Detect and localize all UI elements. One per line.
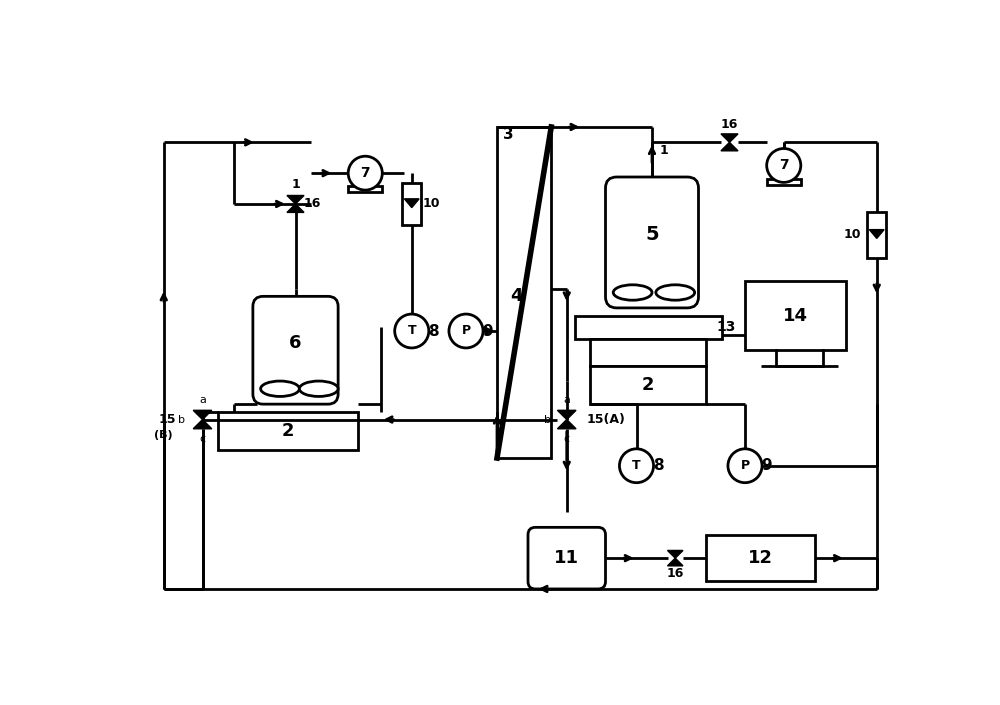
Circle shape [767,149,801,183]
Text: 13: 13 [716,320,735,334]
Polygon shape [193,419,212,429]
Text: a: a [563,396,570,405]
Text: 2: 2 [282,422,294,440]
Polygon shape [557,419,576,429]
Text: 6: 6 [289,333,302,352]
Text: a: a [199,396,206,405]
Text: b: b [178,415,185,424]
Bar [574,316,722,338]
Circle shape [728,449,762,483]
Text: 2: 2 [642,376,654,394]
Polygon shape [404,199,419,207]
Text: 3: 3 [503,127,514,142]
Bar [348,186,382,192]
Text: 7: 7 [360,166,370,180]
Text: 15(A): 15(A) [586,413,625,426]
Bar [767,178,801,185]
Text: b: b [544,415,551,424]
Polygon shape [668,558,683,566]
Bar [218,412,358,450]
Bar [706,535,815,581]
Ellipse shape [299,381,338,396]
Text: 7: 7 [779,159,789,173]
Circle shape [395,314,429,348]
Text: (B): (B) [154,430,173,440]
Text: T: T [632,459,641,472]
Ellipse shape [656,285,695,300]
Polygon shape [668,551,683,558]
Bar [590,366,706,404]
Ellipse shape [613,285,652,300]
FancyBboxPatch shape [528,527,606,589]
Text: c: c [199,434,206,444]
Text: 9: 9 [482,324,493,338]
Bar [402,183,421,225]
Bar [590,338,706,366]
Polygon shape [869,230,884,238]
Polygon shape [193,410,212,419]
Text: 16: 16 [667,567,684,580]
Text: 12: 12 [748,549,773,567]
FancyBboxPatch shape [253,296,338,404]
Text: T: T [407,324,416,338]
Bar [745,281,846,350]
Polygon shape [721,134,738,142]
Polygon shape [287,204,304,212]
Text: 16: 16 [721,118,738,131]
Circle shape [449,314,483,348]
Bar [867,212,886,258]
Text: 14: 14 [783,307,808,324]
Text: 1: 1 [659,144,668,157]
Text: 8: 8 [653,458,664,473]
Text: 16: 16 [304,197,321,211]
Text: 4: 4 [510,288,523,305]
Text: 10: 10 [843,228,861,241]
Text: 15: 15 [159,413,176,426]
Text: 9: 9 [761,458,772,473]
Text: 5: 5 [645,226,659,244]
Text: 8: 8 [428,324,439,338]
Ellipse shape [261,381,299,396]
Polygon shape [287,195,304,204]
Polygon shape [721,142,738,151]
Bar [497,127,551,458]
FancyBboxPatch shape [606,177,698,308]
Text: P: P [740,459,750,472]
Circle shape [348,157,382,190]
Text: 11: 11 [554,549,579,567]
Text: c: c [564,434,570,444]
Circle shape [619,449,654,483]
Text: P: P [461,324,471,338]
Text: 1: 1 [291,178,300,191]
Text: 10: 10 [422,197,440,211]
Polygon shape [557,410,576,419]
